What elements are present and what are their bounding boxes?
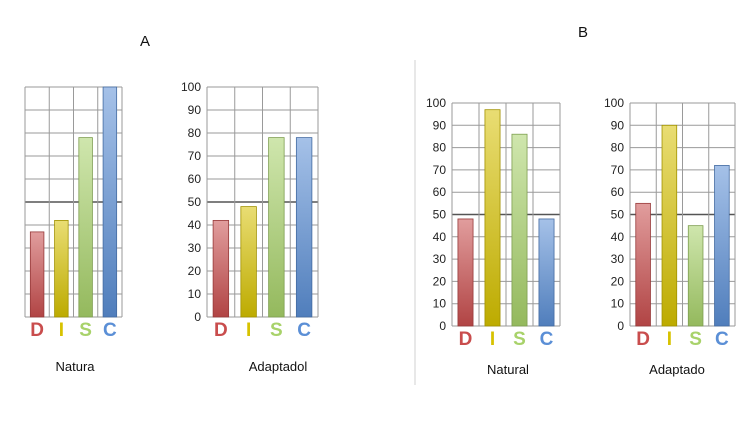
category-label-c: C (715, 329, 729, 350)
y-tick-label: 50 (433, 208, 447, 222)
chart-title: Adaptado (649, 362, 705, 377)
y-tick-label: 80 (433, 141, 447, 155)
chart-title: Natural (487, 362, 529, 377)
panel-label-a: A (140, 33, 150, 50)
y-tick-label: 70 (188, 149, 202, 163)
y-tick-label: 100 (181, 80, 201, 94)
category-label-c: C (103, 320, 117, 341)
y-tick-label: 80 (611, 141, 625, 155)
y-tick-label: 50 (611, 208, 625, 222)
bar-c (102, 86, 118, 318)
y-tick-label: 0 (194, 310, 201, 324)
y-tick-label: 70 (611, 163, 625, 177)
category-label-i: I (490, 329, 495, 350)
category-label-i: I (246, 320, 251, 341)
bar-s (78, 137, 93, 318)
bar-i (661, 124, 678, 327)
category-label-d: D (459, 329, 473, 350)
chart-title: Adaptadol (249, 359, 308, 374)
category-label-s: S (513, 329, 526, 350)
bar-d (635, 202, 651, 327)
category-label-s: S (689, 329, 702, 350)
y-tick-label: 90 (611, 118, 625, 132)
chart-title: Natura (55, 359, 95, 374)
bar-d (212, 219, 230, 318)
y-tick-label: 0 (439, 319, 446, 333)
y-tick-label: 10 (611, 297, 625, 311)
bar-d (29, 231, 45, 318)
bar-c (295, 137, 313, 318)
y-tick-label: 30 (188, 241, 202, 255)
chart-3: 0 10 20 30 40 50 60 70 80 90 100 D I S C Natural (426, 96, 561, 377)
y-tick-label: 60 (433, 185, 447, 199)
chart-2: 0 10 20 30 40 50 60 70 80 90 100 D I S C Adaptadol (181, 80, 319, 374)
bar-i (484, 109, 501, 327)
y-tick-label: 70 (433, 163, 447, 177)
y-tick-label: 30 (433, 252, 447, 266)
panel-label-b: B (578, 24, 588, 41)
y-tick-label: 90 (188, 103, 202, 117)
chart-4: 0 10 20 30 40 50 60 70 80 90 100 D I S C Adaptado (604, 96, 736, 377)
y-tick-label: 50 (188, 195, 202, 209)
y-tick-label: 100 (604, 96, 624, 110)
y-tick-label: 30 (611, 252, 625, 266)
category-label-d: D (214, 320, 228, 341)
y-tick-label: 10 (188, 287, 202, 301)
category-label-c: C (297, 320, 311, 341)
category-label-c: C (540, 329, 554, 350)
bar-c (538, 218, 555, 327)
y-tick-label: 90 (433, 118, 447, 132)
bar-d (457, 218, 474, 327)
y-tick-label: 20 (188, 264, 202, 278)
bar-i (240, 206, 257, 318)
category-label-d: D (30, 320, 44, 341)
y-tick-label: 60 (188, 172, 202, 186)
y-tick-label: 80 (188, 126, 202, 140)
y-tick-label: 20 (611, 274, 625, 288)
category-label-s: S (270, 320, 283, 341)
y-tick-label: 40 (611, 230, 625, 244)
y-tick-label: 60 (611, 185, 625, 199)
y-tick-label: 0 (617, 319, 624, 333)
bar-s (268, 137, 285, 318)
y-tick-label: 100 (426, 96, 446, 110)
y-tick-label: 10 (433, 297, 447, 311)
y-tick-label: 40 (433, 230, 447, 244)
category-label-i: I (667, 329, 672, 350)
category-label-s: S (79, 320, 92, 341)
y-tick-label: 20 (433, 274, 447, 288)
bar-i (54, 219, 69, 318)
category-label-i: I (59, 320, 64, 341)
bar-s (687, 225, 704, 327)
bar-c (714, 165, 730, 327)
y-tick-label: 40 (188, 218, 202, 232)
bar-s (511, 133, 528, 327)
chart-1: D I S C Natura (24, 86, 123, 374)
category-label-d: D (636, 329, 650, 350)
